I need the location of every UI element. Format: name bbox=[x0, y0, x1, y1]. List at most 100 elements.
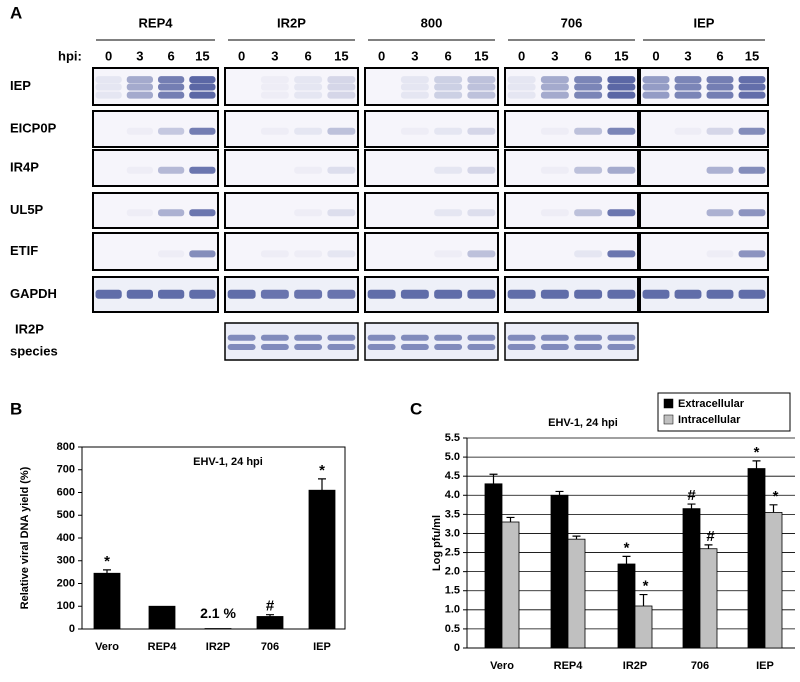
blot-band bbox=[674, 83, 702, 91]
chart-title: EHV-1, 24 hpi bbox=[193, 456, 263, 468]
timepoint-label: 0 bbox=[105, 48, 112, 63]
blot-bg bbox=[365, 233, 498, 270]
blot-frame bbox=[92, 276, 219, 313]
blot-band bbox=[126, 289, 153, 299]
blot-band bbox=[434, 289, 463, 299]
bar bbox=[484, 483, 503, 649]
y-tick-label: 2.0 bbox=[445, 566, 460, 578]
blot-frame bbox=[92, 149, 219, 187]
species-label: species bbox=[10, 343, 58, 358]
x-tick-label: IR2P bbox=[623, 660, 647, 672]
blot-band bbox=[400, 76, 429, 84]
x-tick-label: IEP bbox=[313, 641, 331, 653]
blot-bg bbox=[505, 323, 638, 360]
blot-frame bbox=[92, 232, 219, 271]
blot-band bbox=[574, 209, 603, 217]
blot-band bbox=[706, 250, 734, 258]
blot-band bbox=[574, 127, 603, 135]
blot-band bbox=[738, 289, 766, 299]
blot-frame bbox=[504, 110, 639, 148]
blot-band bbox=[294, 91, 323, 99]
blot-band bbox=[260, 334, 289, 341]
error-bar bbox=[318, 478, 326, 491]
blot-band bbox=[540, 127, 569, 135]
row-label: ETIF bbox=[10, 243, 38, 258]
blot-band bbox=[189, 83, 216, 91]
blot-band bbox=[189, 76, 216, 84]
blot-band bbox=[158, 76, 185, 84]
blot-band bbox=[738, 250, 766, 258]
timepoint-label: 3 bbox=[271, 48, 278, 63]
blot-bg bbox=[225, 111, 358, 147]
timepoint-label: 15 bbox=[474, 48, 488, 63]
blot-bg bbox=[365, 68, 498, 105]
group-label: REP4 bbox=[139, 15, 174, 30]
blot-frame bbox=[504, 322, 639, 361]
blot-band bbox=[467, 344, 496, 351]
blot-band bbox=[294, 344, 323, 351]
blot-band bbox=[540, 289, 569, 299]
blot-band bbox=[706, 166, 734, 174]
blot-band bbox=[540, 83, 569, 91]
blot-bg bbox=[365, 111, 498, 147]
group-label: IEP bbox=[694, 15, 715, 30]
timepoint-label: 15 bbox=[614, 48, 628, 63]
timepoint-label: 6 bbox=[445, 48, 452, 63]
x-tick-label: IEP bbox=[756, 660, 774, 672]
blot-frame bbox=[364, 322, 499, 361]
timepoint-label: 3 bbox=[411, 48, 418, 63]
blot-band bbox=[327, 166, 356, 174]
blot-band bbox=[706, 83, 734, 91]
blot-band bbox=[227, 334, 256, 341]
error-bar bbox=[506, 516, 515, 522]
blot-frame bbox=[92, 110, 219, 148]
blot-band bbox=[607, 91, 636, 99]
blot-band bbox=[434, 250, 463, 258]
blot-band bbox=[400, 91, 429, 99]
blot-band bbox=[189, 166, 216, 174]
blot-frame bbox=[92, 67, 219, 106]
error-bar bbox=[752, 460, 761, 469]
timepoint-label: 15 bbox=[334, 48, 348, 63]
legend-label: Extracellular bbox=[678, 398, 745, 410]
blot-band bbox=[327, 334, 356, 341]
chart-title: EHV-1, 24 hpi bbox=[548, 417, 618, 429]
y-tick-label: 5.5 bbox=[445, 432, 460, 444]
blot-frame bbox=[92, 192, 219, 229]
blot-band bbox=[294, 334, 323, 341]
x-tick-label: REP4 bbox=[148, 641, 178, 653]
blot-band bbox=[706, 209, 734, 217]
blot-frame bbox=[504, 192, 639, 229]
blot-frame bbox=[224, 322, 359, 361]
bar bbox=[764, 512, 783, 649]
blot-band bbox=[434, 76, 463, 84]
blot-band bbox=[607, 166, 636, 174]
bar bbox=[567, 538, 586, 649]
blot-band bbox=[189, 289, 216, 299]
legend-label: Intracellular bbox=[678, 414, 741, 426]
blot-band bbox=[574, 91, 603, 99]
blot-band bbox=[574, 334, 603, 341]
x-tick-label: 706 bbox=[261, 641, 279, 653]
timepoint-label: 3 bbox=[684, 48, 691, 63]
blot-band bbox=[507, 344, 536, 351]
blot-frame bbox=[364, 276, 499, 313]
blot-band bbox=[95, 289, 122, 299]
timepoint-label: 6 bbox=[585, 48, 592, 63]
blot-band bbox=[467, 209, 496, 217]
blot-band bbox=[95, 91, 122, 99]
bar bbox=[501, 521, 520, 649]
blot-band bbox=[260, 289, 289, 299]
y-tick-label: 4.0 bbox=[445, 489, 460, 501]
blot-band bbox=[540, 209, 569, 217]
error-bar bbox=[572, 535, 581, 540]
blot-band bbox=[260, 250, 289, 258]
legend-swatch bbox=[663, 398, 674, 409]
blot-band bbox=[674, 127, 702, 135]
blot-frame bbox=[639, 276, 769, 313]
blot-frame bbox=[224, 67, 359, 106]
blot-band bbox=[400, 334, 429, 341]
blot-band bbox=[434, 127, 463, 135]
